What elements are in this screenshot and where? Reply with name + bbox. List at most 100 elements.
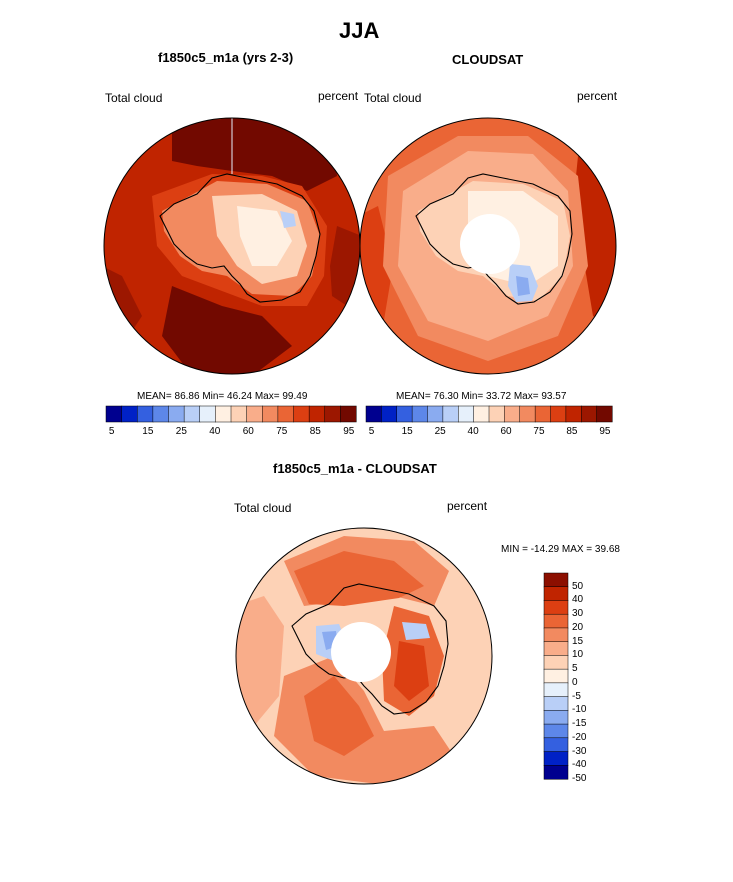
panel1-colorbar-tick-label: 15	[142, 426, 154, 437]
panel1-colorbar-swatch	[152, 405, 170, 423]
panel1-colorbar-swatch	[105, 405, 123, 423]
diff-colorbar-label: 10	[572, 649, 584, 661]
panel2-colorbar-tick-label: 5	[368, 426, 375, 437]
panel1-colorbar-swatch	[215, 405, 232, 423]
panel1-colorbar-swatch	[324, 405, 341, 423]
panel2-colorbar	[365, 405, 613, 423]
panel1-subtitle: f1850c5_m1a (yrs 2-3)	[158, 50, 294, 65]
diff-colorbar-swatch	[543, 723, 569, 739]
panel1-colorbar-swatch	[293, 405, 310, 423]
diff-colorbar-swatch	[543, 655, 569, 670]
diff-no-data-hole	[331, 622, 391, 682]
panel2-no-data-hole	[460, 214, 520, 274]
panel1-colorbar-swatch	[183, 405, 201, 423]
panel2-colorbar-swatch	[596, 405, 613, 423]
panel2-colorbar-swatch	[565, 405, 582, 423]
diff-colorbar-swatch	[543, 696, 569, 711]
panel2-colorbar-swatch	[381, 405, 398, 423]
panel1-colorbar-swatch	[340, 405, 357, 423]
diff-east-core	[394, 641, 429, 701]
diff-colorbar-label: -15	[572, 718, 587, 730]
panel2-colorbar-tick-label: 40	[467, 426, 479, 437]
diff-colorbar-label: 50	[572, 580, 584, 592]
diff-colorbar-swatch	[543, 682, 569, 698]
panel1-colorbar-swatch	[262, 405, 279, 423]
panel2-right-label: percent	[577, 89, 618, 103]
panel2-colorbar-tick-label: 85	[566, 426, 578, 437]
panel2-colorbar-tick-label: 25	[434, 426, 446, 437]
diff-colorbar-swatch	[543, 765, 569, 780]
panel2-colorbar-swatch	[411, 405, 429, 423]
diff-colorbar-label: -50	[572, 773, 587, 784]
diff-map-border	[235, 527, 493, 785]
diff-blue-patch-east	[402, 622, 430, 640]
panel2-colorbar-swatch	[504, 405, 521, 423]
panel2-colorbar-swatch	[442, 405, 459, 423]
diff-colorbar-label: 30	[572, 608, 584, 620]
panel1-colorbar-tick-label: 40	[209, 426, 221, 437]
diff-colorbar-swatch	[543, 668, 569, 684]
panel1-colorbar-swatch	[308, 405, 326, 423]
panel2-stats: MEAN= 76.30 Min= 33.72 Max= 93.57	[396, 391, 567, 402]
diff-south-core	[304, 676, 374, 756]
panel2-colorbar-tick-label: 75	[533, 426, 545, 437]
diff-right-label: percent	[447, 499, 488, 513]
diff-colorbar-swatch	[543, 737, 569, 753]
panel1-left-label: Total cloud	[105, 91, 163, 105]
panel1-polar-map	[103, 117, 361, 375]
diff-colorbar-swatch	[543, 710, 569, 725]
panel1-colorbar-tick-label: 5	[108, 426, 115, 437]
diff-colorbar-label: -40	[572, 759, 587, 771]
page-title: JJA	[339, 18, 380, 43]
diff-north-core	[294, 551, 424, 606]
diff-left-label: Total cloud	[234, 501, 292, 515]
panel1-colorbar-tick-label: 25	[175, 426, 187, 437]
diff-colorbar-label: 20	[572, 621, 584, 633]
panel2-colorbar-swatch	[473, 405, 490, 423]
panel2-coastline	[415, 173, 573, 305]
diff-colorbar-swatch	[543, 751, 569, 766]
panel1-colorbar-swatch	[168, 405, 185, 423]
panel1-blue-patch	[280, 211, 296, 228]
diff-colorbar-swatch	[543, 586, 569, 602]
diff-colorbar-label: -20	[572, 731, 587, 743]
diff-colorbar-label: -5	[572, 690, 581, 702]
panel1-colorbar-swatch	[199, 405, 216, 423]
panel1-interior-light	[237, 206, 292, 266]
diff-colorbar-label: -30	[572, 745, 587, 757]
diff-colorbar-swatch	[543, 600, 569, 615]
panel2-left-label: Total cloud	[364, 91, 422, 105]
panel2-colorbar-tick-label: 15	[401, 426, 413, 437]
panel2-dark-region-east	[573, 156, 616, 336]
diff-colorbar-label: 0	[572, 676, 578, 688]
panel1-colorbar	[105, 405, 357, 423]
diff-colorbar-swatch	[543, 627, 569, 643]
diff-colorbar-label: 15	[572, 635, 584, 647]
panel2-colorbar-swatch	[550, 405, 567, 423]
diff-colorbar-label: 5	[572, 663, 578, 675]
panel2-colorbar-swatch	[519, 405, 536, 423]
panel1-colorbar-swatch	[277, 405, 295, 423]
panel2-blue-core	[516, 276, 530, 296]
diff-colorbar-label: 40	[572, 594, 584, 606]
panel1-stats: MEAN= 86.86 Min= 46.24 Max= 99.49	[137, 391, 308, 402]
panel2-colorbar-tick-label: 60	[500, 426, 512, 437]
panel2-colorbar-swatch	[488, 405, 505, 423]
diff-colorbar-swatch	[543, 641, 569, 656]
panel1-colorbar-tick-label: 60	[242, 426, 254, 437]
panel1-dark-region-south	[162, 286, 292, 374]
diff-minmax: MIN = -14.29 MAX = 39.68	[501, 544, 620, 555]
diff-subtitle: f1850c5_m1a - CLOUDSAT	[273, 461, 437, 476]
panel2-colorbar-swatch	[365, 405, 382, 423]
panel1-right-label: percent	[318, 89, 359, 103]
panel1-colorbar-swatch	[246, 405, 263, 423]
panel2-polar-map	[359, 117, 617, 375]
diff-west-band	[236, 596, 284, 726]
panel2-map-border	[359, 117, 617, 375]
panel1-colorbar-swatch	[137, 405, 154, 423]
diff-colorbar-label: -10	[572, 704, 587, 716]
panel2-subtitle: CLOUDSAT	[452, 52, 524, 67]
panel2-colorbar-swatch	[427, 405, 444, 423]
panel2-colorbar-swatch	[396, 405, 413, 423]
panel1-colorbar-tick-label: 95	[343, 426, 355, 437]
